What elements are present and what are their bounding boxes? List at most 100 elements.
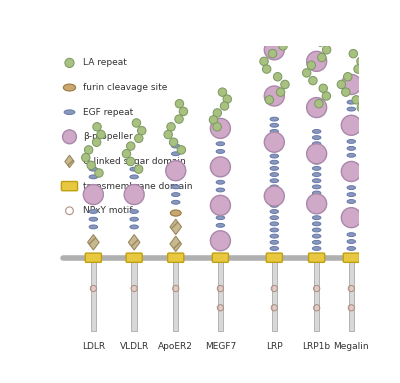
Circle shape <box>264 186 284 206</box>
Ellipse shape <box>347 146 356 150</box>
Circle shape <box>126 157 135 166</box>
Ellipse shape <box>172 193 180 196</box>
Circle shape <box>316 307 318 309</box>
Ellipse shape <box>270 167 278 170</box>
Circle shape <box>350 307 352 309</box>
FancyBboxPatch shape <box>266 253 282 262</box>
Circle shape <box>62 130 76 144</box>
Circle shape <box>175 100 184 108</box>
Ellipse shape <box>312 210 321 213</box>
Text: O-linked sugar domain: O-linked sugar domain <box>83 157 186 166</box>
Ellipse shape <box>270 148 278 152</box>
Circle shape <box>309 76 317 85</box>
Circle shape <box>134 134 143 142</box>
Circle shape <box>210 231 230 251</box>
Circle shape <box>169 138 178 146</box>
Circle shape <box>97 130 105 139</box>
Circle shape <box>92 138 101 146</box>
Circle shape <box>95 169 103 177</box>
Circle shape <box>175 115 183 123</box>
Ellipse shape <box>347 100 356 104</box>
Ellipse shape <box>312 160 321 164</box>
Polygon shape <box>128 235 140 250</box>
Circle shape <box>316 287 318 290</box>
Ellipse shape <box>270 234 278 238</box>
Ellipse shape <box>270 216 278 219</box>
Circle shape <box>84 146 93 154</box>
Circle shape <box>124 185 144 205</box>
Circle shape <box>223 95 232 103</box>
Ellipse shape <box>347 107 356 111</box>
Text: LDLR: LDLR <box>82 342 105 352</box>
Circle shape <box>138 126 146 135</box>
Circle shape <box>65 58 74 67</box>
Ellipse shape <box>312 148 321 152</box>
Circle shape <box>307 61 316 69</box>
Ellipse shape <box>270 117 278 121</box>
Ellipse shape <box>312 154 321 158</box>
Circle shape <box>210 118 230 138</box>
FancyBboxPatch shape <box>343 253 359 262</box>
Circle shape <box>307 98 327 118</box>
Circle shape <box>264 40 284 60</box>
Ellipse shape <box>270 203 278 207</box>
Circle shape <box>307 144 327 164</box>
Circle shape <box>307 51 327 71</box>
Ellipse shape <box>312 228 321 232</box>
Polygon shape <box>218 262 223 331</box>
Text: MEGF7: MEGF7 <box>205 342 236 352</box>
Circle shape <box>179 107 188 116</box>
Ellipse shape <box>312 173 321 177</box>
Circle shape <box>132 119 141 127</box>
Text: Megalin: Megalin <box>334 342 369 352</box>
Circle shape <box>279 42 287 50</box>
Ellipse shape <box>270 142 278 146</box>
Ellipse shape <box>312 129 321 133</box>
Ellipse shape <box>89 217 98 221</box>
Ellipse shape <box>216 188 225 192</box>
Ellipse shape <box>170 210 181 216</box>
Text: VLDLR: VLDLR <box>120 342 149 352</box>
Circle shape <box>92 287 94 290</box>
Circle shape <box>322 92 330 100</box>
Ellipse shape <box>89 210 98 213</box>
Circle shape <box>262 65 271 73</box>
Ellipse shape <box>270 160 278 164</box>
Text: ApoER2: ApoER2 <box>158 342 193 352</box>
Ellipse shape <box>347 200 356 203</box>
Circle shape <box>341 208 361 228</box>
Text: LRP: LRP <box>266 342 283 352</box>
Ellipse shape <box>312 142 321 146</box>
Circle shape <box>318 53 326 62</box>
Circle shape <box>319 84 328 93</box>
Ellipse shape <box>172 200 180 204</box>
Text: LRP1b: LRP1b <box>302 342 331 352</box>
Ellipse shape <box>312 136 321 139</box>
Circle shape <box>210 157 230 177</box>
Ellipse shape <box>270 222 278 226</box>
Ellipse shape <box>312 167 321 170</box>
Circle shape <box>322 46 331 54</box>
Circle shape <box>350 287 352 290</box>
Ellipse shape <box>216 173 225 177</box>
Ellipse shape <box>347 139 356 143</box>
Ellipse shape <box>216 223 225 227</box>
Circle shape <box>354 65 362 73</box>
Ellipse shape <box>270 241 278 244</box>
FancyBboxPatch shape <box>61 182 78 191</box>
Ellipse shape <box>216 134 225 138</box>
Circle shape <box>352 96 360 104</box>
Circle shape <box>276 88 285 97</box>
Circle shape <box>280 34 288 43</box>
Polygon shape <box>314 262 319 331</box>
Ellipse shape <box>270 123 278 127</box>
Ellipse shape <box>270 247 278 250</box>
Circle shape <box>264 86 284 106</box>
Circle shape <box>122 149 131 158</box>
Polygon shape <box>132 262 137 331</box>
Polygon shape <box>91 262 96 331</box>
Ellipse shape <box>312 234 321 238</box>
Ellipse shape <box>130 210 138 213</box>
Ellipse shape <box>172 152 180 155</box>
Ellipse shape <box>270 197 278 201</box>
